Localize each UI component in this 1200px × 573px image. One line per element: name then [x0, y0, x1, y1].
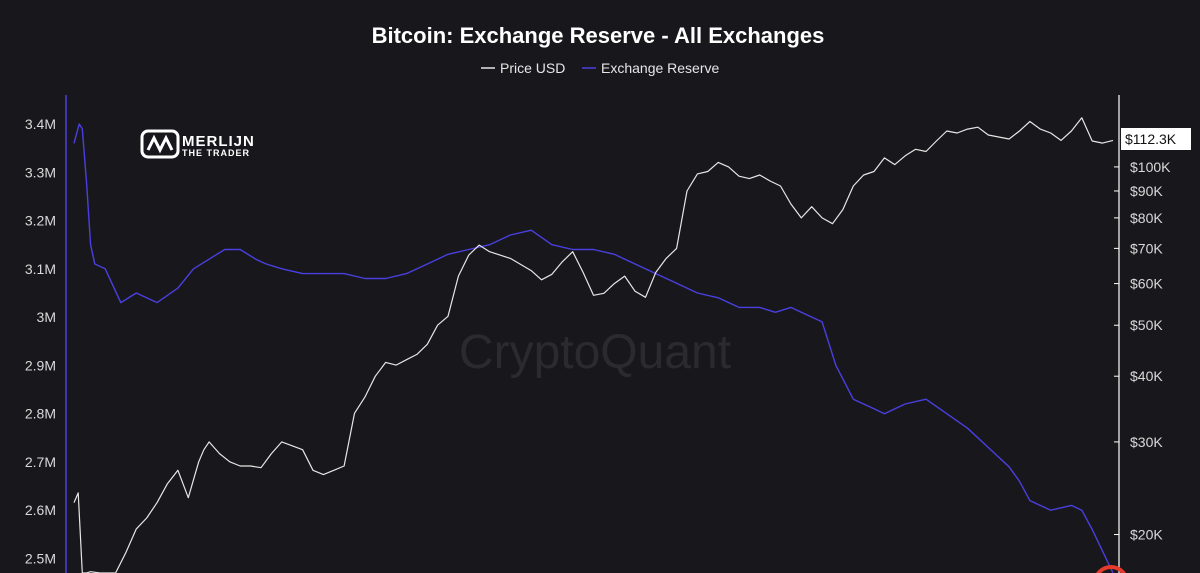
right-tick-label: $50K: [1130, 317, 1163, 333]
left-tick-label: 2.8M: [25, 406, 56, 422]
right-tick-label: $60K: [1130, 276, 1163, 292]
left-tick-label: 3.3M: [25, 164, 56, 180]
right-tick-label: $80K: [1130, 210, 1163, 226]
last-price-tag-box: [1121, 128, 1191, 150]
merlijn-logo: MERLIJN THE TRADER: [140, 129, 255, 159]
right-tick-label: $30K: [1130, 434, 1163, 450]
right-tick-label: $20K: [1130, 527, 1163, 543]
watermark: CryptoQuant: [459, 326, 731, 379]
right-tick-label: $100K: [1130, 159, 1171, 175]
left-tick-label: 2.5M: [25, 551, 56, 567]
exchange-reserve-line: [73, 123, 1114, 573]
right-axis-ticks: $100K $90K $80K $70K $60K $50K $40K $30K $20K: [1114, 159, 1171, 543]
logo-line-2: THE TRADER: [182, 148, 250, 158]
logo-mark: [140, 129, 180, 159]
chart-title: Bitcoin: Exchange Reserve - All Exchange…: [372, 23, 825, 48]
left-tick-label: 3M: [37, 309, 56, 325]
left-tick-label: 3.4M: [25, 116, 56, 132]
highlight-circle: [1096, 565, 1126, 573]
left-tick-label: 2.6M: [25, 502, 56, 518]
left-tick-label: 2.7M: [25, 454, 56, 470]
right-tick-label: $40K: [1130, 368, 1163, 384]
left-tick-label: 3.1M: [25, 261, 56, 277]
price-usd-line: [73, 117, 1114, 573]
legend-label-reserve: Exchange Reserve: [601, 60, 720, 76]
left-axis-ticks: 3.4M 3.3M 3.2M 3.1M 3M 2.9M 2.8M 2.7M 2.6M 2.5M: [25, 116, 56, 567]
right-tick-label: $70K: [1130, 240, 1163, 256]
logo-line-1: MERLIJN: [182, 133, 255, 150]
legend: Price USD Exchange Reserve: [481, 60, 720, 76]
last-price-tag: $112.3K: [1121, 128, 1191, 150]
left-tick-label: 3.2M: [25, 213, 56, 229]
last-price-tag-label: $112.3K: [1125, 131, 1177, 147]
left-tick-label: 2.9M: [25, 357, 56, 373]
right-tick-label: $90K: [1130, 183, 1163, 199]
legend-label-price: Price USD: [500, 60, 565, 76]
logo-mark-wave: [146, 134, 174, 154]
